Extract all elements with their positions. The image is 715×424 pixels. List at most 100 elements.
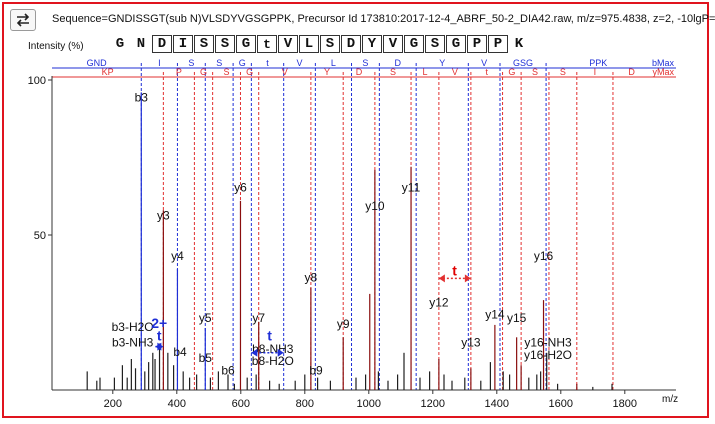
mod-arrow-head-right-1 <box>277 348 284 357</box>
ion-label-6: y16 <box>534 249 554 263</box>
y-ladder-label-8: S <box>390 67 396 77</box>
x-tick-label-0: 200 <box>104 398 122 410</box>
residue-11[interactable]: D <box>341 35 361 53</box>
b-ladder-label-4: G <box>239 58 246 68</box>
b-ladder-label-7: L <box>331 58 336 68</box>
x-tick-label-4: 1000 <box>357 398 381 410</box>
residue-7[interactable]: t <box>257 35 277 53</box>
x-tick-label-3: 800 <box>296 398 314 410</box>
x-tick-label-7: 1600 <box>549 398 573 410</box>
y-ladder-label-2: G <box>200 67 207 77</box>
mod-annotation-0: 2+ <box>151 315 167 331</box>
x-tick-label-6: 1400 <box>485 398 509 410</box>
swap-arrows-button[interactable] <box>10 9 36 31</box>
b-ladder-label-6: V <box>297 58 303 68</box>
b-ladder-end-label: bMax <box>652 58 675 68</box>
ion-label-21: b5 <box>199 351 213 365</box>
y-ladder-end-label: yMax <box>652 67 674 77</box>
ion-label-14: b3-H2O <box>112 320 154 334</box>
b-ladder-label-0: GND <box>87 58 108 68</box>
y-ladder-label-14: S <box>560 67 566 77</box>
x-tick-label-1: 400 <box>168 398 186 410</box>
ion-label-2: y11 <box>402 181 421 195</box>
x-axis-title: m/z <box>662 394 678 405</box>
ion-label-4: y3 <box>157 209 170 223</box>
ion-label-22: b8-H2O <box>252 354 294 368</box>
b-ladder-label-9: D <box>395 58 402 68</box>
residue-3[interactable]: I <box>173 35 193 53</box>
ion-label-16: y13 <box>461 336 481 350</box>
mod-annotation-1: t <box>157 327 162 343</box>
ion-label-3: y10 <box>365 199 385 213</box>
residue-6[interactable]: G <box>236 35 256 53</box>
ion-label-20: b4 <box>173 345 187 359</box>
residue-9[interactable]: L <box>299 35 319 53</box>
residue-16[interactable]: G <box>446 35 466 53</box>
y-ladder-label-10: V <box>452 67 458 77</box>
window-frame <box>2 2 709 418</box>
residue-1[interactable]: N <box>136 36 146 52</box>
residue-8[interactable]: V <box>278 35 298 53</box>
ion-label-24: b9 <box>309 364 323 378</box>
b-ladder-label-13: PPK <box>589 58 607 68</box>
y-axis-title: Intensity (%) <box>28 41 84 52</box>
mod-arrow-head-left-2 <box>438 274 445 283</box>
residue-10[interactable]: S <box>320 35 340 53</box>
residue-2[interactable]: D <box>152 35 172 53</box>
b-ladder-label-3: S <box>216 58 222 68</box>
x-tick-label-8: 1800 <box>613 398 637 410</box>
ion-label-23: b6 <box>221 364 235 378</box>
ion-label-7: y8 <box>305 271 318 285</box>
y-ladder-label-13: S <box>532 67 538 77</box>
ion-label-18: y16-H2O <box>524 348 572 362</box>
y-ladder-label-15: I <box>594 67 597 77</box>
b-ladder-label-8: S <box>362 58 368 68</box>
residue-0[interactable]: G <box>115 36 125 52</box>
mod-annotation-3: t <box>452 262 457 278</box>
residue-18[interactable]: P <box>488 35 508 53</box>
b-ladder-label-2: S <box>188 58 194 68</box>
b-ladder-label-10: Y <box>439 58 445 68</box>
y-ladder-label-0: KP <box>102 67 114 77</box>
ion-label-8: y12 <box>429 295 449 309</box>
y-ladder-label-9: L <box>422 67 427 77</box>
ion-label-5: y4 <box>171 249 184 263</box>
ion-label-13: y9 <box>337 317 350 331</box>
b-ladder-label-1: I <box>158 58 161 68</box>
residue-15[interactable]: S <box>425 35 445 53</box>
residue-14[interactable]: G <box>404 35 424 53</box>
x-tick-label-5: 1200 <box>421 398 445 410</box>
y-tick-label-1: 100 <box>28 75 46 87</box>
spectrum-title: Sequence=GNDISSGT(sub N)VLSDYVGSGPPK, Pr… <box>52 13 715 25</box>
mod-arrow-head-left-1 <box>251 348 258 357</box>
y-tick-label-0: 50 <box>34 230 46 242</box>
swap-arrows-icon <box>16 13 30 27</box>
mod-arrow-head-right-2 <box>464 274 471 283</box>
ion-label-1: y6 <box>234 181 247 195</box>
y-ladder-label-4: G <box>246 67 253 77</box>
residue-12[interactable]: Y <box>362 35 382 53</box>
b-ladder-label-12: GSG <box>513 58 533 68</box>
b-ladder-label-5: t <box>266 58 269 68</box>
y-ladder-label-7: D <box>356 67 363 77</box>
mod-annotation-2: t <box>267 327 272 343</box>
residue-13[interactable]: V <box>383 35 403 53</box>
ion-label-10: y15 <box>507 311 527 325</box>
y-ladder-label-6: Y <box>324 67 330 77</box>
residue-5[interactable]: S <box>215 35 235 53</box>
ion-label-0: b3 <box>135 91 149 105</box>
residue-4[interactable]: S <box>194 35 214 53</box>
y-ladder-label-16: D <box>628 67 635 77</box>
residue-17[interactable]: P <box>467 35 487 53</box>
x-tick-label-2: 600 <box>232 398 250 410</box>
toolbar: Sequence=GNDISSGT(sub N)VLSDYVGSGPPK, Pr… <box>4 4 715 31</box>
ion-label-9: y14 <box>485 308 505 322</box>
y-ladder-label-11: t <box>485 67 488 77</box>
ion-label-15: b3-NH3 <box>112 336 154 350</box>
y-ladder-label-3: S <box>224 67 230 77</box>
residue-19[interactable]: K <box>514 36 524 52</box>
ion-label-12: y7 <box>252 311 265 325</box>
y-ladder-label-5: V <box>282 67 288 77</box>
